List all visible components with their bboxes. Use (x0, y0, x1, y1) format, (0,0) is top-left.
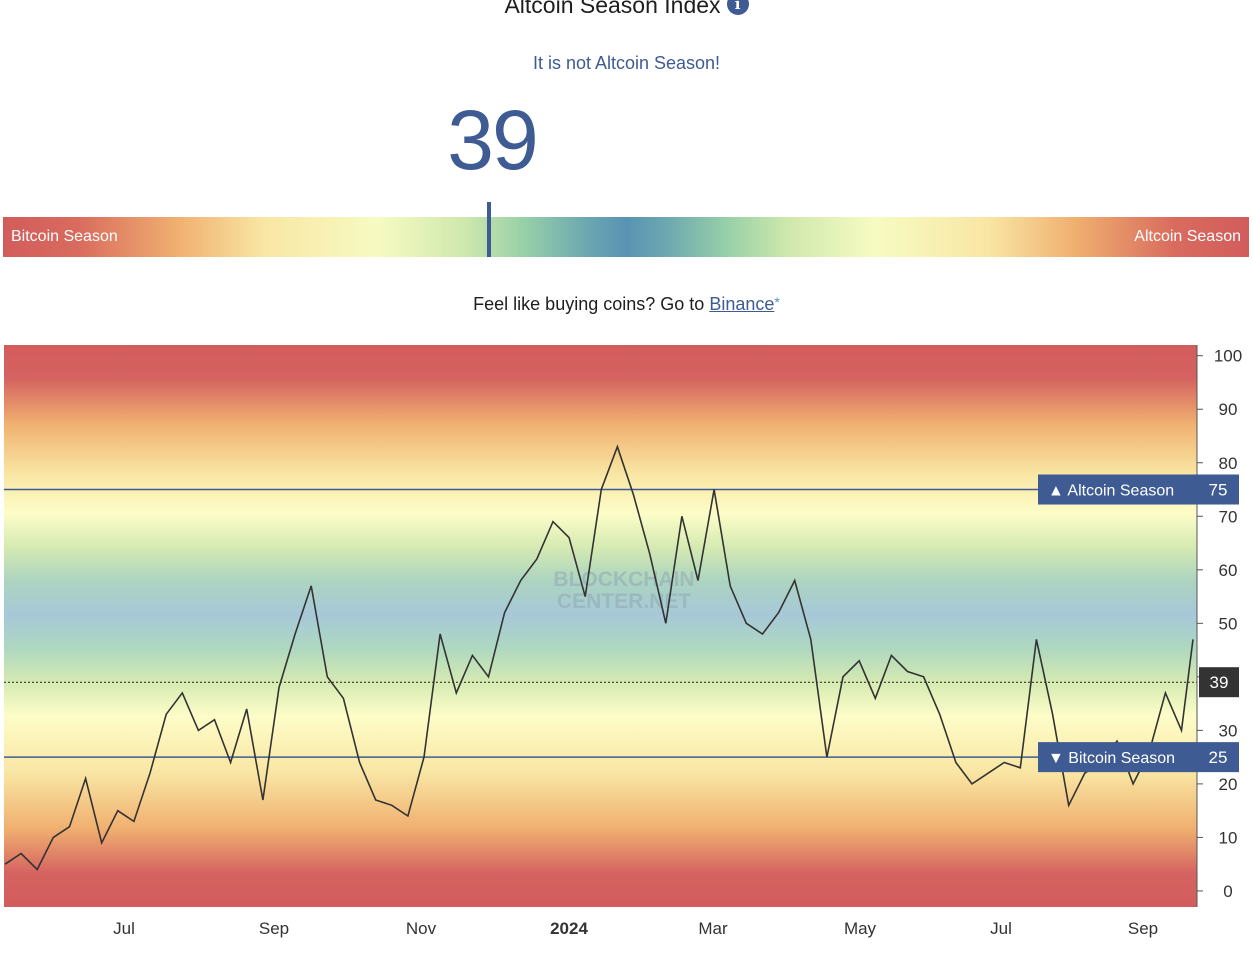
promo-asterisk: * (774, 294, 780, 310)
gauge-marker (486, 202, 491, 257)
threshold-labels: ▲ Altcoin Season 75 ▼ Bitcoin Season 25 (1038, 474, 1239, 773)
promo-text: Feel like buying coins? Go to Binance* (0, 294, 1253, 315)
y-tick-label: 30 (1219, 721, 1238, 740)
series-line (4, 444, 1194, 871)
promo-label: Feel like buying coins? Go to (473, 294, 705, 314)
x-tick-label: Sep (259, 919, 289, 938)
current-value-text: 39 (1210, 673, 1229, 692)
y-tick-label: 100 (1214, 347, 1242, 366)
threshold-label-box (1038, 742, 1239, 773)
y-tick-label: 90 (1219, 400, 1238, 419)
threshold-label-name: ▲ Altcoin Season (1048, 483, 1174, 500)
x-tick-label: May (844, 919, 877, 938)
season-status: It is not Altcoin Season! (532, 53, 721, 73)
x-tick-label: Mar (698, 919, 728, 938)
x-tick-label: Sep (1128, 919, 1158, 938)
x-tick-label: 2024 (550, 919, 588, 938)
index-value: 39 (447, 93, 538, 187)
y-tick-label: 10 (1219, 828, 1238, 847)
binance-link[interactable]: Binance (709, 294, 775, 314)
x-tick-label: Nov (406, 919, 437, 938)
y-tick-label: 80 (1219, 454, 1238, 473)
y-axis: 0102030405060708090100 (1196, 345, 1242, 907)
threshold-label-name: ▼ Bitcoin Season (1048, 750, 1175, 767)
gauge-label-bitcoin-season: Bitcoin Season (11, 228, 118, 245)
season-gauge: Bitcoin Season Altcoin Season (3, 202, 1249, 257)
current-value-box (1199, 667, 1239, 698)
x-tick-label: Jul (990, 919, 1012, 938)
y-tick-label: 60 (1219, 561, 1238, 580)
title-row: Altcoin Season Index i (0, 0, 1253, 19)
info-icon[interactable]: i (726, 0, 749, 15)
watermark-text: CENTER.NET (557, 590, 691, 613)
threshold-label-value: 75 (1209, 481, 1228, 500)
y-tick-label: 20 (1219, 775, 1238, 794)
chart-background (4, 345, 1197, 907)
y-tick-label: 50 (1219, 614, 1238, 633)
y-tick-label: 0 (1223, 882, 1232, 901)
x-axis: Jul Sep Nov 2024 Mar May Jul Sep (113, 919, 1158, 938)
page-title: Altcoin Season Index (504, 0, 721, 18)
y-tick-label: 70 (1219, 507, 1238, 526)
threshold-label-value: 25 (1209, 748, 1228, 767)
x-tick-label: Jul (113, 919, 135, 938)
gauge-label-altcoin-season: Altcoin Season (1134, 228, 1241, 245)
current-value-label: 39 (1199, 667, 1239, 698)
threshold-label-box (1038, 474, 1239, 505)
